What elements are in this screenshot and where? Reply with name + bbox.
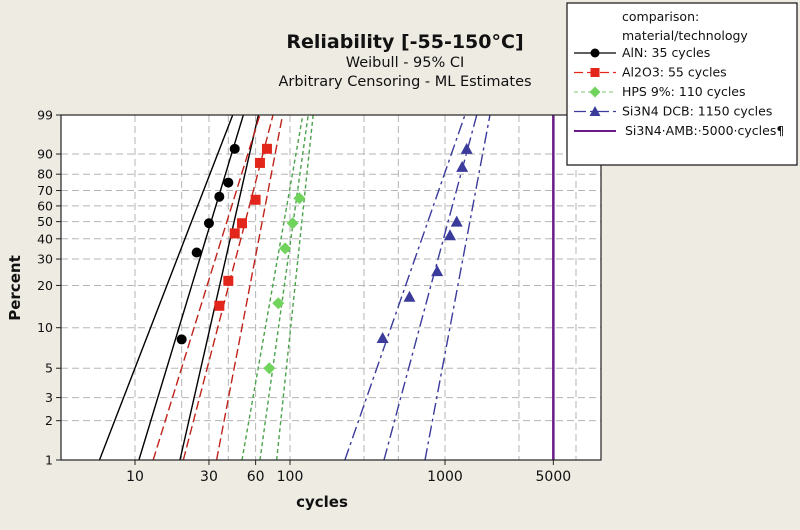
ci-upper-line — [424, 115, 491, 460]
y-tick-label: 5 — [45, 361, 53, 376]
data-point-circle — [176, 334, 187, 345]
data-point-triangle — [450, 215, 463, 227]
data-point-circle — [191, 247, 202, 258]
legend-entry-label: AlN: 35 cycles — [622, 45, 710, 60]
legend-title-1: comparison: — [622, 9, 699, 24]
fit-center-line — [138, 115, 245, 460]
y-tick-label: 80 — [37, 167, 53, 182]
y-tick-label: 70 — [37, 183, 53, 198]
data-points — [176, 142, 473, 375]
y-tick-label: 2 — [45, 413, 53, 428]
data-point-diamond — [293, 192, 306, 205]
fit-center-line — [259, 115, 309, 460]
data-point-diamond — [272, 297, 285, 310]
data-point-triangle — [460, 142, 473, 154]
legend-entry-label: Al2O3: 55 cycles — [622, 65, 727, 80]
y-axis-label: Percent — [6, 255, 24, 320]
data-point-square — [229, 228, 240, 239]
data-point-triangle — [456, 160, 469, 172]
data-point-triangle — [589, 106, 601, 116]
data-point-triangle — [443, 229, 456, 241]
legend-entry-label: Si3N4 DCB: 1150 cycles — [622, 104, 772, 119]
data-point-diamond — [286, 217, 299, 230]
y-tick-label: 90 — [37, 147, 53, 162]
ci-upper-line — [275, 115, 314, 460]
chart-title: Reliability [-55-150°C] — [286, 31, 523, 53]
x-tick-label: 60 — [247, 469, 265, 485]
data-point-triangle — [376, 332, 389, 344]
y-tick-label: 10 — [37, 320, 53, 335]
ci-lower-line — [344, 115, 466, 460]
data-point-square — [590, 68, 600, 77]
x-axis-label: cycles — [296, 493, 348, 511]
legend-entry-label: Si3N4·AMB:·5000·cycles¶ — [625, 123, 784, 138]
x-tick-label: 100 — [277, 469, 304, 485]
y-tick-label: 30 — [37, 252, 53, 267]
legend-title-2: material/technology — [622, 28, 748, 43]
data-point-diamond — [279, 242, 292, 255]
data-point-square — [254, 157, 265, 168]
legend-box — [566, 2, 798, 166]
x-tick-label: 10 — [126, 469, 144, 485]
ci-upper-line — [179, 115, 260, 460]
y-tick-label: 99 — [37, 108, 53, 123]
data-point-circle — [203, 218, 214, 229]
ci-lower-line — [241, 115, 304, 460]
fit-center-line — [182, 115, 274, 460]
x-tick-label: 5000 — [536, 469, 572, 485]
legend: comparison: material/technology AlN: 35 … — [566, 2, 798, 166]
fit-center-line — [383, 115, 478, 460]
data-point-diamond — [589, 86, 601, 98]
data-point-circle — [214, 191, 225, 202]
fit-lines — [98, 115, 555, 460]
data-point-circle — [590, 48, 600, 58]
ci-lower-line — [152, 115, 261, 460]
x-tick-label: 30 — [200, 469, 218, 485]
data-point-triangle — [403, 290, 416, 302]
y-tick-label: 60 — [37, 198, 53, 213]
data-point-diamond — [263, 362, 276, 375]
ci-upper-line — [215, 115, 284, 460]
ci-lower-line — [98, 115, 234, 460]
y-tick-label: 40 — [37, 231, 53, 246]
plot-area — [61, 115, 601, 460]
data-point-square — [250, 194, 261, 205]
x-tick-label: 1000 — [427, 469, 463, 485]
data-point-triangle — [431, 265, 444, 277]
chart-subtitle-1: Weibull - 95% CI — [346, 55, 465, 71]
y-tick-label: 1 — [45, 453, 53, 468]
plot-frame — [60, 114, 602, 461]
y-tick-label: 50 — [37, 214, 53, 229]
y-tick-label: 20 — [37, 278, 53, 293]
axis-ticks: 10 30 60 100 1000 500012351020304050607080909… — [37, 108, 571, 486]
data-point-square — [261, 143, 272, 154]
y-tick-label: 3 — [45, 390, 53, 405]
data-point-square — [223, 275, 234, 286]
chart-subtitle-2: Arbitrary Censoring - ML Estimates — [278, 74, 531, 90]
data-point-square — [214, 300, 225, 311]
data-point-circle — [223, 177, 234, 188]
data-point-circle — [229, 143, 240, 154]
legend-entry-label: HPS 9%: 110 cycles — [622, 84, 746, 99]
data-point-square — [236, 218, 247, 229]
